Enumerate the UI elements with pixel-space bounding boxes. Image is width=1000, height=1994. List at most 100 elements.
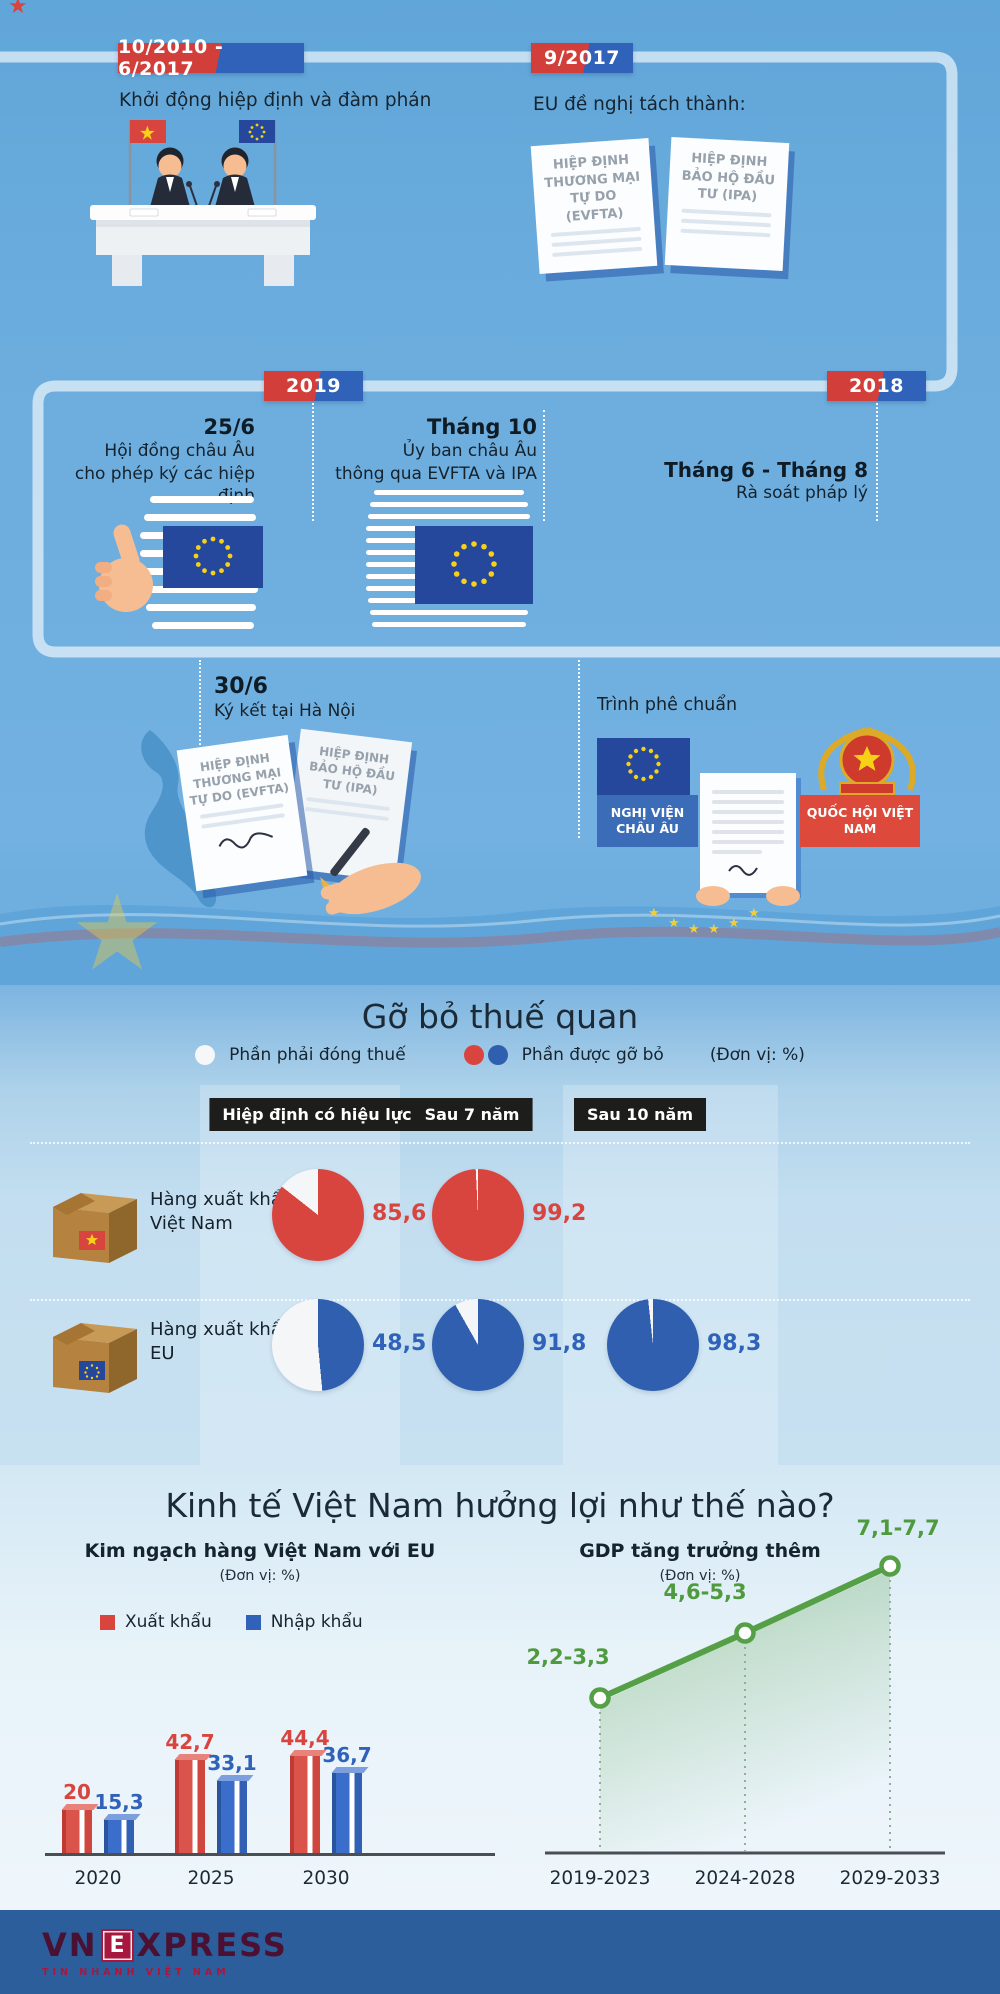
event-30-6-date: 30/6 bbox=[214, 674, 268, 699]
bar-rect bbox=[62, 1809, 92, 1853]
thumbs-up-illustration bbox=[95, 496, 263, 629]
legend-blue-dot bbox=[487, 1045, 508, 1065]
pie-vn-7y bbox=[432, 1169, 524, 1261]
eu-flag-icon bbox=[415, 526, 533, 604]
signature-icon bbox=[218, 831, 273, 849]
event-30-6-line1: Ký kết tại Hà Nội bbox=[214, 701, 356, 722]
gdp-label-1: 2,2-3,3 bbox=[526, 1645, 610, 1669]
gdp-chart-title: GDP tăng trưởng thêm bbox=[579, 1540, 821, 1562]
vietnam-emblem-icon bbox=[818, 727, 916, 795]
negotiation-illustration bbox=[90, 120, 316, 286]
gdp-line-chart bbox=[545, 1555, 945, 1855]
legend-white-dot bbox=[195, 1045, 216, 1065]
legend-import-label: Nhập khẩu bbox=[270, 1612, 363, 1632]
legend-import-swatch bbox=[245, 1614, 261, 1630]
gdp-label-2: 4,6-5,3 bbox=[663, 1580, 747, 1604]
column-header-1: Hiệp định có hiệu lực bbox=[209, 1098, 425, 1131]
eu-parliament-flag-icon bbox=[597, 738, 690, 795]
footer-bar: VN E XPRESS TIN NHANH VIỆT NAM bbox=[0, 1910, 1000, 1994]
wave-band bbox=[0, 904, 1000, 992]
event-thang10-line1: Ủy ban châu Âu bbox=[402, 441, 537, 462]
event-thang10-line2: thông qua EVFTA và IPA bbox=[335, 463, 537, 484]
legend-export-swatch bbox=[100, 1614, 115, 1630]
thumbs-up-icon bbox=[95, 524, 153, 612]
bar-value: 15,3 bbox=[94, 1790, 144, 1814]
separator-col bbox=[543, 410, 545, 521]
pie-eu-10y bbox=[607, 1299, 699, 1391]
column-header-3: Sau 10 năm bbox=[574, 1098, 706, 1131]
signature-icon bbox=[728, 865, 758, 876]
logo-tagline: TIN NHANH VIỆT NAM bbox=[42, 1967, 230, 1978]
bar-import-2020: 15,3 bbox=[94, 1790, 144, 1853]
connector-2019 bbox=[312, 403, 314, 521]
economy-title: Kinh tế Việt Nam hưởng lợi như thế nào? bbox=[165, 1486, 835, 1525]
event-thang10: Tháng 10 Ủy ban châu Âu thông qua EVFTA … bbox=[327, 415, 537, 485]
logo-prefix: VN bbox=[42, 1926, 98, 1964]
row-label-eu: Hàng xuất khẩu EU bbox=[150, 1319, 294, 1365]
event-thang10-date: Tháng 10 bbox=[427, 415, 537, 439]
trade-axis bbox=[45, 1853, 495, 1856]
gdp-cat-2: 2024-2028 bbox=[694, 1868, 796, 1889]
gdp-marker-1 bbox=[589, 1687, 611, 1709]
bar-value: 44,4 bbox=[280, 1726, 330, 1750]
pie-eu-enforce bbox=[272, 1299, 364, 1391]
event-negotiation-text: Khởi động hiệp định và đàm phán bbox=[119, 90, 432, 111]
event-ratify-title: Trình phê chuẩn bbox=[597, 695, 738, 715]
badge-9-2017: 9/2017 bbox=[531, 43, 633, 73]
bar-import-2030: 36,7 bbox=[322, 1743, 372, 1853]
legend-export-label: Xuất khẩu bbox=[125, 1612, 212, 1632]
legend-red-dot bbox=[463, 1045, 484, 1065]
legend-white-label: Phần phải đóng thuế bbox=[229, 1045, 406, 1065]
pie-vn-enforce-value: 85,6 bbox=[372, 1201, 427, 1226]
tariff-section: Gỡ bỏ thuế quan Phần phải đóng thuế Phần… bbox=[0, 985, 1000, 1465]
legend-colored-label: Phần được gỡ bỏ bbox=[521, 1045, 664, 1065]
row-label-vietnam: Hàng xuất khẩu Việt Nam bbox=[150, 1189, 294, 1235]
event-thang6-8-date: Tháng 6 - Tháng 8 bbox=[664, 458, 868, 482]
bar-value: 36,7 bbox=[322, 1743, 372, 1767]
signing-hand-icon bbox=[320, 827, 421, 915]
column-stripe-3 bbox=[563, 1085, 778, 1465]
gdp-chart-unit: (Đơn vị: %) bbox=[659, 1568, 741, 1584]
hands-icon bbox=[696, 886, 800, 906]
bar-export-2020: 20 bbox=[62, 1780, 92, 1853]
pie-vn-enforce bbox=[272, 1169, 364, 1261]
bar-rect bbox=[175, 1759, 205, 1853]
trade-legend: Xuất khẩu Nhập khẩu bbox=[100, 1612, 363, 1632]
column-header-2: Sau 7 năm bbox=[411, 1098, 533, 1131]
held-document-icon bbox=[696, 773, 801, 906]
badge-2018: 2018 bbox=[827, 371, 926, 401]
eu-parliament-label: NGHỊ VIỆN CHÂU ÂU bbox=[597, 795, 698, 847]
box-vietnam-icon bbox=[53, 1193, 137, 1263]
document-lines bbox=[666, 208, 785, 238]
bar-value: 42,7 bbox=[165, 1730, 215, 1754]
document-lines bbox=[537, 226, 656, 258]
pie-eu-7y bbox=[432, 1299, 524, 1391]
pie-eu-enforce-value: 48,5 bbox=[372, 1331, 427, 1356]
bar-export-2025: 42,7 bbox=[165, 1730, 215, 1853]
vnexpress-logo: VN E XPRESS TIN NHANH VIỆT NAM bbox=[42, 1926, 288, 1978]
pen-icon bbox=[330, 827, 370, 877]
trade-chart-unit: (Đơn vị: %) bbox=[219, 1568, 301, 1584]
timeline-path bbox=[0, 51, 1000, 658]
pie-eu-10y-value: 98,3 bbox=[707, 1331, 762, 1356]
event-25-6-line1: Hội đồng châu Âu bbox=[104, 441, 255, 462]
badge-2019: 2019 bbox=[264, 371, 363, 401]
signing-document-evfta: HIỆP ĐỊNH THƯƠNG MẠI TỰ DO (EVFTA) bbox=[176, 734, 308, 892]
event-30-6: 30/6 Ký kết tại Hà Nội bbox=[214, 674, 355, 723]
badge-2010-2017: 10/2010 - 6/2017 bbox=[118, 36, 304, 80]
event-split-text: EU đề nghị tách thành: bbox=[533, 94, 746, 115]
row-separator-2 bbox=[30, 1299, 970, 1301]
vn-assembly-label: QUỐC HỘI VIỆT NAM bbox=[800, 795, 920, 847]
row-separator-1 bbox=[30, 1142, 970, 1144]
connector-2018 bbox=[876, 403, 878, 521]
document-ipa-title: HIỆP ĐỊNH BẢO HỘ ĐẦU TƯ (IPA) bbox=[681, 151, 776, 205]
eu-flag-icon bbox=[239, 120, 275, 143]
decor-big-star-icon: ★ bbox=[70, 872, 165, 994]
logo-e-icon: E bbox=[100, 1928, 134, 1962]
event-thang6-8: Tháng 6 - Tháng 8 Rà soát pháp lý bbox=[656, 458, 868, 504]
column-stripe-1 bbox=[200, 1085, 400, 1465]
event-thang6-8-line1: Rà soát pháp lý bbox=[736, 483, 868, 503]
connector-30-6 bbox=[199, 660, 201, 745]
trade-chart-title: Kim ngạch hàng Việt Nam với EU bbox=[84, 1540, 436, 1562]
